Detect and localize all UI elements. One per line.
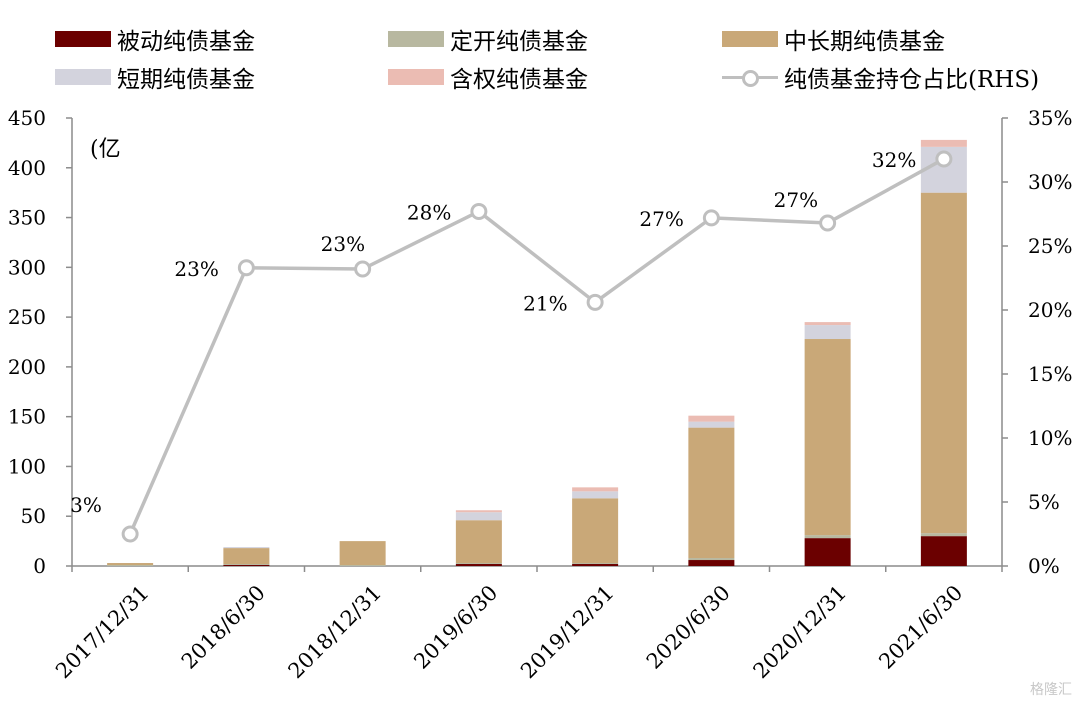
holding-ratio-data-label: 23% [174,257,218,281]
bar-segment [223,548,270,565]
x-axis-tick-label: 2019/12/31 [516,581,619,684]
bar-segment [339,565,386,566]
bar-segment [107,563,154,566]
bar-segment [107,565,154,566]
bar-segment [920,192,967,534]
bar-segment [455,510,502,513]
bar-segment [455,512,502,521]
x-axis-tick-label: 2017/12/31 [51,581,154,684]
legend-swatch-open-ended [388,31,444,47]
left-axis-tick-label: 400 [8,156,46,180]
left-axis-tick-label: 300 [8,255,46,279]
holding-ratio-data-label: 3% [70,493,102,517]
bar-segment [920,536,967,566]
right-axis-tick-label: 10% [1028,426,1072,450]
bar-segment [688,427,735,559]
bar-segment [804,538,851,566]
left-axis-tick-label: 100 [8,454,46,478]
x-axis-tick-label: 2018/6/30 [177,581,270,674]
holding-ratio-data-label: 27% [774,188,818,212]
legend-label-passive: 被动纯债基金 [117,29,255,55]
bar-segment [804,339,851,536]
left-axis-tick-label: 250 [8,305,46,329]
x-axis-tick-label: 2021/6/30 [874,581,967,674]
bar-segment [572,487,619,492]
bar-segment [572,498,619,564]
left-axis-tick-label: 0 [33,554,46,578]
holding-ratio-point [586,293,604,311]
legend-swatch-equity-enhanced [388,69,444,85]
right-axis-tick-label: 5% [1028,490,1060,514]
bar-segment [688,560,735,566]
left-axis-tick-label: 200 [8,355,46,379]
right-axis-tick-label: 20% [1028,298,1072,322]
holding-ratio-point [935,150,953,168]
bar-segment [572,491,619,499]
x-axis-tick-label: 2020/6/30 [642,581,735,674]
holding-ratio-data-label: 32% [872,148,916,172]
legend-line-marker-icon [722,69,778,87]
bar-segment [920,139,967,147]
holding-ratio-point [121,525,139,543]
holding-ratio-line [128,157,945,535]
right-axis-tick-label: 15% [1028,362,1072,386]
left-axis-unit-label: (亿 [90,137,121,162]
legend-item-short-term: 短期纯债基金 [55,62,255,93]
legend-label-short-term: 短期纯债基金 [117,67,255,93]
bar-segment [223,564,270,566]
holding-ratio-data-label: 28% [407,200,451,224]
legend-item-passive: 被动纯债基金 [55,24,255,55]
bar-segment [455,564,502,566]
holding-ratio-point [354,260,372,278]
left-axis-tick-label: 450 [8,106,46,130]
legend-label-mid-long: 中长期纯债基金 [784,29,945,55]
holding-ratio-point [470,202,488,220]
left-axis-tick-label: 150 [8,405,46,429]
bar-segment [572,564,619,566]
x-axis-tick-label: 2020/12/31 [749,581,852,684]
bar-segment [455,520,502,564]
bar-segment [339,541,386,566]
bar-segment [688,415,735,422]
x-axis-tick-label: 2019/6/30 [409,581,502,674]
holding-ratio-data-label: 27% [639,207,683,231]
bar-segment [572,563,619,565]
holding-ratio-data-label: 21% [523,291,567,315]
bar-segment [688,558,735,561]
holding-ratio-point [702,209,720,227]
bar-segment [223,565,270,566]
bar-segment [804,322,851,326]
bar-segment [920,533,967,537]
x-axis-tick-label: 2018/12/31 [284,581,387,684]
bar-segment [223,547,270,549]
right-axis-tick-label: 30% [1028,170,1072,194]
left-axis-tick-label: 350 [8,206,46,230]
legend-label-equity-enhanced: 含权纯债基金 [450,67,588,93]
bar-segment [455,563,502,565]
watermark: 格隆汇 [1030,682,1072,698]
bar-segment [804,535,851,539]
holding-ratio-data-label: 23% [321,232,365,256]
legend-item-mid-long: 中长期纯债基金 [722,24,945,55]
right-axis-tick-label: 35% [1028,106,1072,130]
legend-swatch-mid-long [722,31,778,47]
right-axis-tick-label: 0% [1028,554,1060,578]
bar-segment [688,421,735,428]
left-axis-tick-label: 50 [21,504,46,528]
legend-label-open-ended: 定开纯债基金 [450,29,588,55]
legend-swatch-passive [55,31,111,47]
bar-segment [804,325,851,340]
legend-swatch-short-term [55,69,111,85]
legend-item-holding-ratio: 纯债基金持仓占比(RHS) [722,62,1040,93]
holding-ratio-point [819,214,837,232]
holding-ratio-point [237,259,255,277]
legend-item-open-ended: 定开纯债基金 [388,24,588,55]
right-axis-tick-label: 25% [1028,234,1072,258]
legend-item-equity-enhanced: 含权纯债基金 [388,62,588,93]
legend-label-holding-ratio: 纯债基金持仓占比(RHS) [784,67,1040,93]
